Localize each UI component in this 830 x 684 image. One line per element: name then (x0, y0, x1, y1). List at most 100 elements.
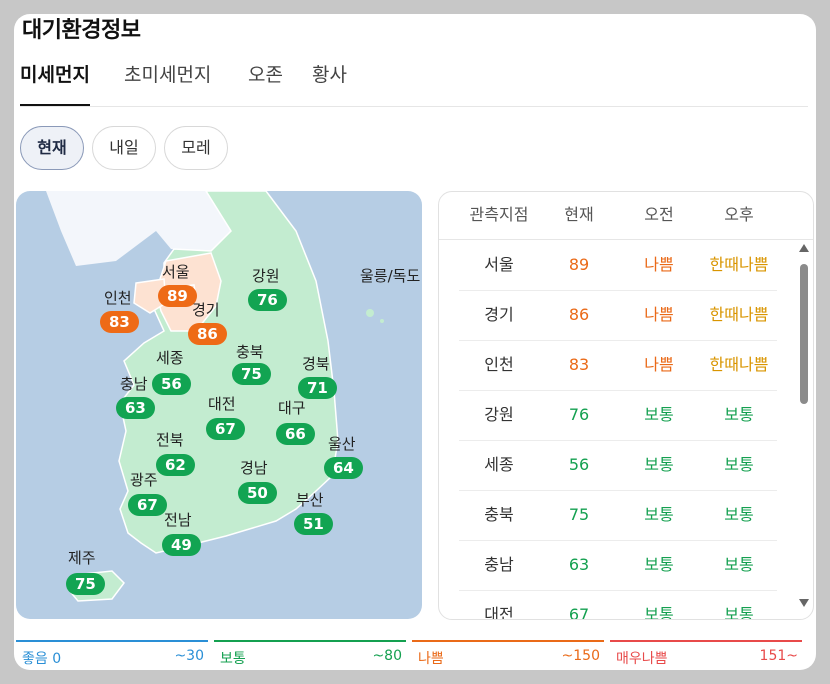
pill-today[interactable]: 현재 (20, 126, 84, 170)
am-forecast: 보통 (644, 605, 674, 620)
station-table: 관측지점 현재 오전 오후 서울 89 나쁨 한때나쁨 경기 86 나쁨 한때나… (438, 191, 814, 620)
header-now: 현재 (564, 205, 594, 224)
pm-forecast: 보통 (724, 455, 754, 474)
table-row[interactable]: 충남 63 보통 보통 (459, 540, 777, 591)
table-row[interactable]: 경기 86 나쁨 한때나쁨 (459, 290, 777, 341)
legend-normal-label: 보통 (220, 651, 246, 667)
legend-bad-label: 나쁨 (418, 651, 444, 667)
region-badge-seoul[interactable]: 89 (158, 285, 197, 307)
korea-map: 울릉/독도 서울 89 인천 83 경기 86 강원 76 세종 56 충북 7… (16, 191, 422, 619)
station-name: 강원 (484, 405, 514, 424)
region-badge-gyeongnam[interactable]: 50 (238, 482, 277, 504)
ulleung-island (366, 309, 374, 317)
region-badge-sejong[interactable]: 56 (152, 373, 191, 395)
table-row[interactable]: 대전 67 보통 보통 (459, 590, 777, 620)
scrollbar-thumb[interactable] (800, 264, 808, 404)
header-station: 관측지점 (469, 205, 529, 224)
legend-bad: 나쁨 ~150 (412, 640, 604, 668)
region-badge-daejeon[interactable]: 67 (206, 418, 245, 440)
region-badge-gwangju[interactable]: 67 (128, 494, 167, 516)
legend-very-bad-label: 매우나쁨 (616, 651, 668, 667)
region-badge-chungbuk[interactable]: 75 (232, 363, 271, 385)
table-row[interactable]: 인천 83 나쁨 한때나쁨 (459, 340, 777, 391)
region-name-gyeonggi: 경기 (192, 301, 220, 319)
region-name-incheon: 인천 (104, 289, 132, 307)
region-name-gwangju: 광주 (130, 471, 158, 489)
pm-forecast: 보통 (724, 605, 754, 620)
station-name: 서울 (484, 255, 514, 274)
pm-forecast: 보통 (724, 505, 754, 524)
header-pm: 오후 (724, 205, 754, 224)
legend-bad-range: ~150 (561, 648, 600, 664)
station-name: 대전 (484, 605, 514, 620)
legend-good-range: ~30 (174, 648, 204, 664)
pm-forecast: 한때나쁨 (709, 255, 769, 274)
now-value: 86 (568, 305, 590, 324)
region-name-sejong: 세종 (156, 349, 184, 367)
region-badge-gyeonggi[interactable]: 86 (188, 323, 227, 345)
pm-forecast: 보통 (724, 555, 754, 574)
pm-forecast: 보통 (724, 405, 754, 424)
am-forecast: 나쁨 (644, 305, 674, 324)
region-name-jeonbuk: 전북 (156, 431, 184, 449)
station-name: 인천 (484, 355, 514, 374)
now-value: 83 (568, 355, 590, 374)
region-name-chungnam: 충남 (120, 375, 148, 393)
am-forecast: 보통 (644, 555, 674, 574)
now-value: 89 (568, 255, 590, 274)
incheon-shape (133, 278, 167, 314)
now-value: 76 (568, 405, 590, 424)
scroll-down-arrow-icon[interactable] (799, 599, 809, 607)
legend-normal-range: ~80 (372, 648, 402, 664)
table-row[interactable]: 강원 76 보통 보통 (459, 390, 777, 441)
table-row[interactable]: 충북 75 보통 보통 (459, 490, 777, 541)
now-value: 67 (568, 605, 590, 620)
page-title: 대기환경정보 (22, 18, 141, 43)
pill-day-after-tomorrow[interactable]: 모레 (164, 126, 228, 170)
pill-tomorrow[interactable]: 내일 (92, 126, 156, 170)
region-badge-daegu[interactable]: 66 (276, 423, 315, 445)
air-quality-card: 대기환경정보 미세먼지 초미세먼지 오존 황사 현재 내일 모레 울릉/독도 서… (14, 14, 816, 670)
legend-good-label: 좋음 0 (22, 651, 62, 667)
tab-pm10[interactable]: 미세먼지 (20, 62, 90, 106)
table-row[interactable]: 서울 89 나쁨 한때나쁨 (459, 240, 777, 291)
region-badge-ulsan[interactable]: 64 (324, 457, 363, 479)
now-value: 56 (568, 455, 590, 474)
ulleung-label: 울릉/독도 (360, 267, 421, 285)
pm-forecast: 한때나쁨 (709, 355, 769, 374)
am-forecast: 보통 (644, 455, 674, 474)
region-badge-chungnam[interactable]: 63 (116, 397, 155, 419)
region-name-ulsan: 울산 (328, 435, 356, 453)
region-badge-busan[interactable]: 51 (294, 513, 333, 535)
station-name: 충남 (484, 555, 514, 574)
region-badge-jeonbuk[interactable]: 62 (156, 454, 195, 476)
pm-forecast: 한때나쁨 (709, 305, 769, 324)
region-name-daejeon: 대전 (208, 395, 236, 413)
region-name-seoul: 서울 (162, 263, 190, 281)
region-name-busan: 부산 (296, 491, 324, 509)
header-am: 오전 (644, 205, 674, 224)
station-name: 경기 (484, 305, 514, 324)
scroll-up-arrow-icon[interactable] (799, 244, 809, 252)
station-name: 충북 (484, 505, 514, 524)
region-badge-jeju[interactable]: 75 (66, 573, 105, 595)
legend-very-bad: 매우나쁨 151~ (610, 640, 802, 668)
table-row[interactable]: 세종 56 보통 보통 (459, 440, 777, 491)
region-badge-gangwon[interactable]: 76 (248, 289, 287, 311)
region-badge-jeonnam[interactable]: 49 (162, 534, 201, 556)
pollutant-tabs: 미세먼지 초미세먼지 오존 황사 (20, 62, 808, 107)
region-name-jeju: 제주 (68, 549, 96, 567)
region-badge-gyeongbuk[interactable]: 71 (298, 377, 337, 399)
now-value: 75 (568, 505, 590, 524)
region-name-gyeongnam: 경남 (240, 459, 268, 477)
region-badge-incheon[interactable]: 83 (100, 311, 139, 333)
dokdo-island (380, 319, 384, 323)
header-divider (439, 239, 813, 240)
tab-yellow-dust[interactable]: 황사 (312, 64, 347, 86)
region-name-jeonnam: 전남 (164, 511, 192, 529)
region-name-daegu: 대구 (278, 399, 306, 417)
tab-ozone[interactable]: 오존 (248, 64, 283, 86)
region-name-gyeongbuk: 경북 (302, 355, 330, 373)
am-forecast: 보통 (644, 405, 674, 424)
tab-pm25[interactable]: 초미세먼지 (124, 64, 212, 86)
